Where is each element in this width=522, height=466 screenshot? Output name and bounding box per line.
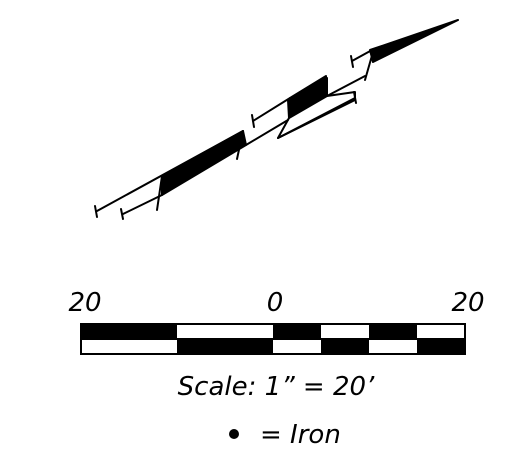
- boundary-line-upper-right: [351, 49, 373, 62]
- scale-seg-top-2: [273, 324, 321, 339]
- scale-seg-top-1: [81, 324, 177, 339]
- scale-label-left: 20: [68, 288, 101, 318]
- scale-seg-bottom-3: [417, 339, 465, 354]
- scale-label-right: 20: [451, 288, 484, 318]
- iron-dot-icon: [229, 429, 239, 439]
- shaded-area-right: [369, 19, 459, 63]
- tick-left-vertical: [156, 175, 163, 211]
- boundary-line-right-lower: [326, 75, 366, 97]
- scale-seg-top-3: [369, 324, 417, 339]
- scale-seg-bottom-2: [321, 339, 369, 354]
- tick-left-inner: [236, 130, 244, 160]
- scale-bar: 20 0 20 Scale: 1” = 20’ = Iron: [68, 288, 484, 450]
- parcel-sketch: [94, 19, 459, 220]
- scale-label-center: 0: [267, 288, 284, 318]
- scale-seg-bottom-1: [177, 339, 273, 354]
- iron-pin-end-2: [120, 208, 124, 220]
- boundary-line-lower-left: [122, 194, 163, 215]
- iron-pin-end-1: [94, 205, 98, 218]
- scale-text: Scale: 1” = 20’: [178, 372, 375, 402]
- tick-right-vertical: [364, 51, 374, 81]
- legend-text: = Iron: [260, 420, 341, 450]
- boundary-line-mid-upper: [245, 119, 289, 146]
- boundary-line-mid-lower: [277, 97, 356, 139]
- boundary-line-mid-upper-2: [252, 97, 291, 122]
- open-parcel-outline: [277, 77, 356, 139]
- shaded-area-left: [161, 130, 247, 196]
